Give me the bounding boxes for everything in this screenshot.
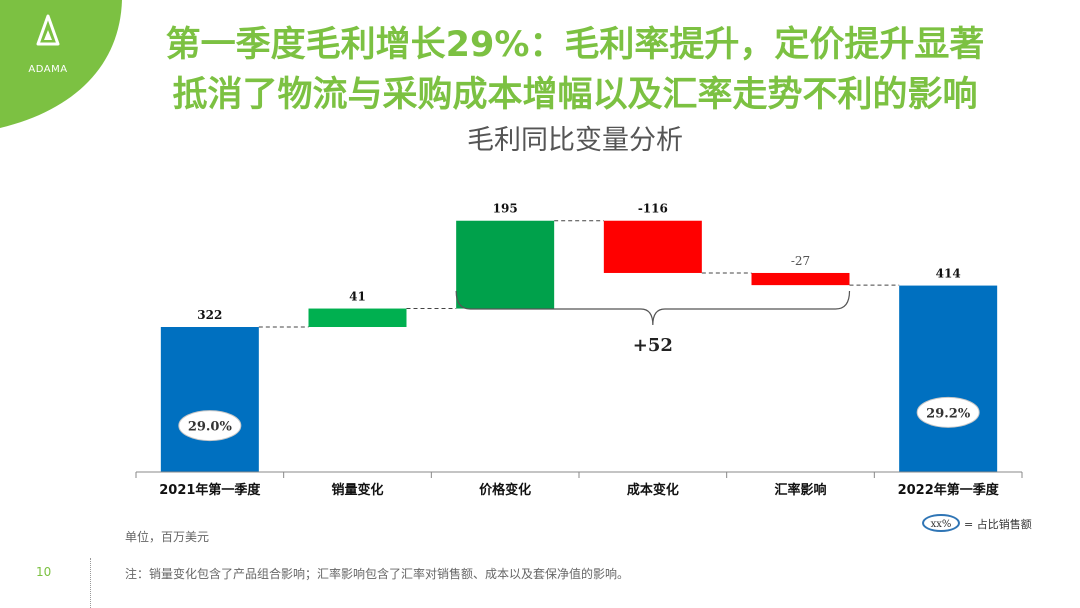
data-label-3: -116 [638,202,668,216]
bar-2 [456,220,555,309]
page-number: 10 [36,565,52,579]
category-label-4: 汇率影响 [774,482,826,498]
data-label-4: -27 [791,254,810,268]
footnote: 注：销量变化包含了产品组合影响；汇率影响包含了汇率对销售额、成本以及套保净值的影… [125,567,630,581]
data-label-2: 195 [493,202,518,216]
category-label-5: 2022年第一季度 [898,482,1000,498]
bar-3 [603,220,702,273]
title-line-1: 第一季度毛利增长29%：毛利率提升，定价提升显著 [165,25,985,65]
category-label-2: 价格变化 [479,482,531,498]
bar-5 [899,285,998,472]
data-label-5: 414 [936,267,961,281]
legend-oval: xx% [922,514,960,532]
adama-logo-icon [36,14,60,46]
bar-0 [160,327,259,472]
margin-label-5: 29.2% [926,406,971,421]
legend-text: = 占比销售额 [964,518,1032,531]
category-label-0: 2021年第一季度 [159,482,261,498]
chart-subtitle: 毛利同比变量分析 [467,125,683,156]
unit-label: 单位，百万美元 [125,530,210,544]
bar-4 [751,272,850,286]
bar-1 [308,308,407,328]
footer-divider [90,558,91,608]
category-label-1: 销量变化 [331,482,383,498]
data-label-0: 322 [197,308,222,322]
title-line-2: 抵消了物流与采购成本增幅以及汇率走势不利的影响 [172,75,978,115]
margin-label-0: 29.0% [188,420,233,435]
margin-oval-5 [916,396,980,428]
bracket [455,290,851,325]
margin-oval-0 [178,410,242,442]
brand-corner [0,0,122,128]
brand-logo-text: ADAMA [28,64,68,75]
bracket-label: +52 [633,335,673,356]
category-label-3: 成本变化 [627,482,679,498]
data-label-1: 41 [349,290,366,304]
